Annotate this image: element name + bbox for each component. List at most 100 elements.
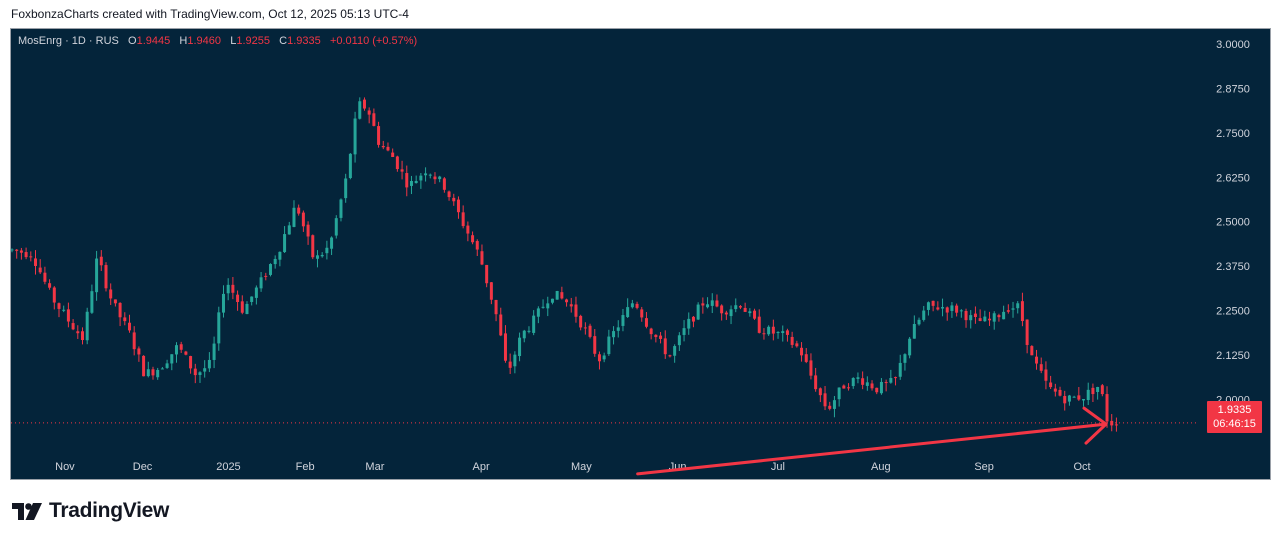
candle-body	[842, 385, 846, 389]
candle-body	[983, 316, 987, 322]
candle-series	[11, 97, 1118, 432]
candle-body	[198, 372, 202, 375]
candle-body	[677, 335, 681, 346]
candle-body	[626, 307, 630, 317]
time-tick-label: Apr	[473, 461, 490, 473]
candle-body	[945, 307, 949, 313]
candle-body	[170, 354, 174, 364]
candle-body	[381, 145, 385, 148]
candle-body	[273, 258, 277, 265]
price-tick-label: 2.2500	[1216, 305, 1250, 317]
candle-body	[931, 300, 935, 306]
candle-body	[1025, 319, 1029, 345]
candle-body	[15, 249, 19, 251]
change-value: +0.0110 (+0.57%)	[329, 35, 418, 47]
candle-body	[184, 351, 188, 355]
candle-body	[57, 303, 61, 309]
brand-name: TradingView	[49, 499, 170, 522]
candle-body	[851, 378, 855, 387]
candle-body	[221, 293, 225, 313]
arrow-shaft	[636, 422, 1108, 476]
candle-body	[955, 305, 959, 313]
candle-body	[898, 362, 902, 377]
candle-body	[475, 241, 479, 250]
candle-body	[644, 318, 648, 327]
candle-body	[80, 331, 84, 341]
candle-body	[884, 382, 888, 384]
candle-body	[127, 322, 131, 331]
price-tick-label: 2.1250	[1216, 350, 1250, 362]
candle-body	[344, 178, 348, 199]
candle-body	[494, 299, 498, 315]
candle-body	[800, 347, 804, 356]
candle-body	[1072, 396, 1076, 398]
price-tick-label: 2.6250	[1216, 172, 1250, 184]
candle-body	[621, 315, 625, 326]
candle-body	[1030, 346, 1034, 356]
candle-body	[635, 303, 639, 308]
candle-body	[461, 212, 465, 227]
candle-body	[76, 331, 80, 334]
time-tick-label: 2025	[216, 461, 240, 473]
candle-body	[212, 343, 216, 360]
candle-body	[132, 332, 136, 350]
candle-body	[771, 326, 775, 334]
tradingview-logo[interactable]: TradingView	[12, 499, 169, 523]
candle-body	[753, 310, 757, 319]
symbol-legend: MosEnrg · 1D · RUS O1.9445 H1.9460 L1.92…	[18, 35, 417, 47]
candle-body	[339, 199, 343, 218]
candle-body	[207, 359, 211, 369]
candle-body	[38, 267, 42, 273]
candle-body	[428, 174, 432, 176]
candle-body	[1063, 396, 1067, 404]
candle-body	[367, 110, 371, 115]
candle-body	[278, 251, 282, 260]
price-axis: 3.0000 2.8750 2.7500 2.6250 2.5000 2.3750 2.25…	[1216, 39, 1250, 406]
candle-body	[875, 387, 879, 393]
candle-body	[903, 354, 907, 363]
candle-body	[113, 299, 117, 304]
candle-body	[565, 299, 569, 303]
candle-body	[231, 284, 235, 293]
price-tick-label: 2.5000	[1216, 217, 1250, 229]
candle-body	[959, 310, 963, 312]
candle-body	[489, 282, 493, 300]
candle-body	[48, 283, 52, 288]
candle-body	[1077, 395, 1081, 400]
candle-body	[123, 317, 127, 322]
candle-body	[696, 304, 700, 320]
candle-body	[612, 331, 616, 338]
candle-body	[1011, 308, 1015, 310]
candle-body	[391, 152, 395, 157]
candle-body	[720, 305, 724, 314]
candle-body	[62, 309, 66, 311]
candle-body	[823, 393, 827, 407]
candle-body	[607, 336, 611, 355]
candle-body	[499, 314, 503, 336]
chart-attribution: FoxbonzaCharts created with TradingView.…	[11, 7, 409, 21]
candle-body	[795, 343, 799, 347]
candle-body	[536, 308, 540, 317]
candle-body	[259, 277, 263, 289]
close-label: C	[279, 35, 288, 47]
candle-body	[442, 178, 446, 190]
candle-body	[978, 318, 982, 322]
candle-body	[287, 225, 291, 235]
candle-body	[33, 258, 37, 266]
candle-body	[969, 315, 973, 321]
candle-body	[724, 312, 728, 315]
candle-body	[193, 368, 197, 376]
candle-body	[85, 311, 89, 341]
candle-body	[306, 224, 310, 237]
candle-body	[19, 250, 23, 253]
candle-body	[447, 191, 451, 198]
candle-body	[814, 375, 818, 390]
time-tick-label: May	[571, 461, 592, 473]
chart-panel[interactable]: 3.0000 2.8750 2.7500 2.6250 2.5000 2.3750 2.25…	[10, 28, 1271, 480]
candle-body	[348, 153, 352, 179]
price-chart[interactable]: 3.0000 2.8750 2.7500 2.6250 2.5000 2.3750 2.25…	[11, 29, 1270, 479]
candle-body	[1006, 310, 1010, 312]
candle-body	[912, 324, 916, 339]
candle-body	[297, 207, 301, 214]
candle-body	[546, 303, 550, 309]
